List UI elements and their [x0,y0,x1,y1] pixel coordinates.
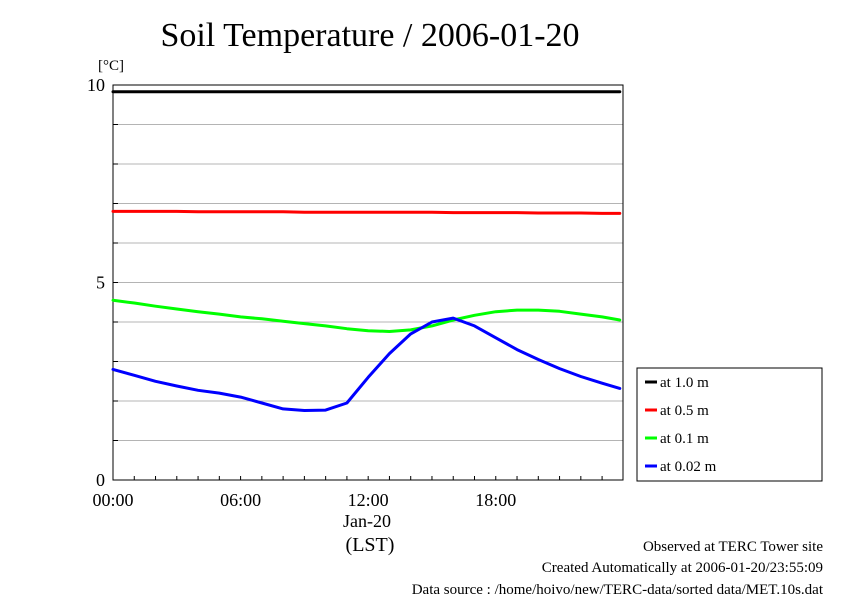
x-axis-ticks: 00:00 06:00 12:00 18:00 [92,476,603,510]
series-line [111,298,622,333]
legend-label: at 0.1 m [660,431,709,447]
series-lines [111,90,622,412]
y-tick-label: 10 [87,75,105,95]
y-tick-label: 5 [96,273,105,293]
gridlines [113,124,623,441]
x-tick-label: 06:00 [220,490,261,510]
legend-label: at 1.0 m [660,375,709,391]
legend-label: at 0.02 m [660,459,717,475]
legend-box [636,367,823,482]
x-axis-label: (LST) [346,534,395,556]
y-tick-label: 0 [96,470,105,490]
legend-label: at 0.5 m [660,403,709,419]
footer-observed: Observed at TERC Tower site [643,539,823,555]
x-tick-label: 18:00 [475,490,516,510]
x-tick-label: 00:00 [92,490,133,510]
x-tick-label: 12:00 [348,490,389,510]
footer-data-source: Data source : /home/hoivo/new/TERC-data/… [412,582,824,595]
y-axis-ticks: 0 5 10 [87,75,118,490]
series-line [111,316,622,412]
series-line [111,209,622,215]
x-axis-date-label: Jan-20 [343,511,391,531]
chart-title: Soil Temperature / 2006-01-20 [160,17,579,54]
y-axis-unit: [°C] [98,58,124,74]
footer-created: Created Automatically at 2006-01-20/23:5… [542,560,823,576]
legend: at 1.0 m at 0.5 m at 0.1 m at 0.02 m [636,367,823,482]
